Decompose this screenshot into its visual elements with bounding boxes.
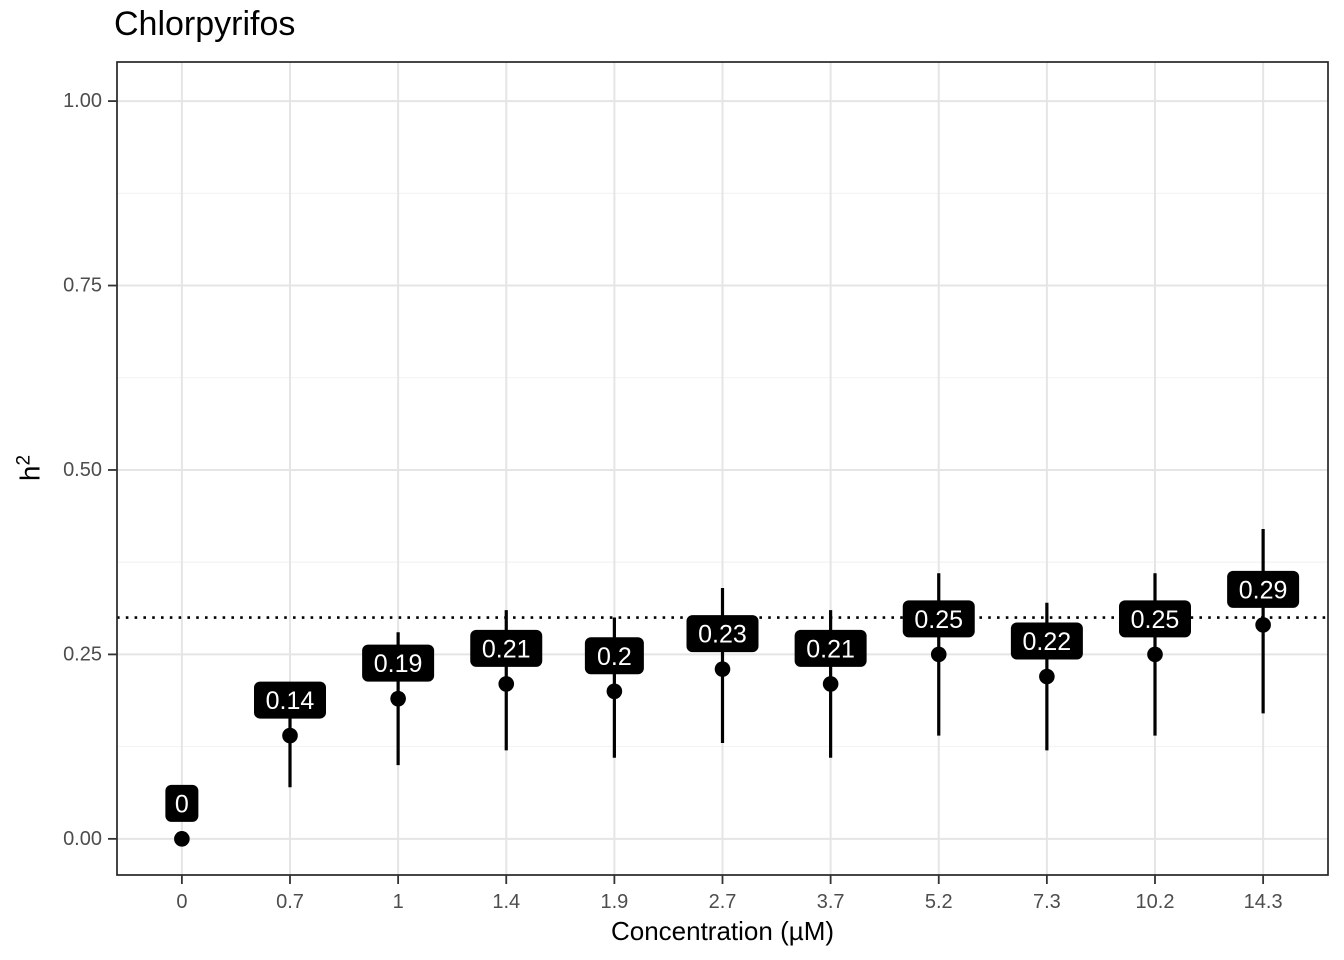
x-tick-label: 2.7	[709, 891, 737, 913]
value-label-text: 0.21	[482, 635, 531, 663]
value-label-text: 0.29	[1239, 576, 1288, 604]
y-tick-label: 0.50	[63, 459, 102, 481]
value-label-text: 0.22	[1023, 628, 1072, 656]
x-tick-label: 1.9	[600, 891, 628, 913]
point-marker	[822, 676, 839, 692]
point-marker	[606, 683, 623, 700]
value-label-text: 0	[175, 790, 189, 818]
value-label-box	[1119, 600, 1191, 638]
point-marker	[282, 727, 298, 744]
chart-title: Chlorpyrifos	[114, 5, 296, 43]
value-label-text: 0.19	[374, 650, 423, 678]
value-label-text: 0.14	[266, 687, 315, 715]
x-tick-label: 1	[393, 891, 404, 913]
point-marker	[930, 646, 947, 663]
x-tick-label: 10.2	[1136, 891, 1175, 913]
x-tick-label: 1.4	[492, 891, 520, 913]
value-label-text: 0.2	[597, 643, 632, 671]
value-label-box	[470, 629, 543, 667]
value-label-box	[362, 644, 435, 682]
point-marker	[714, 661, 731, 677]
point-marker	[1147, 646, 1163, 663]
value-label-text: 0.25	[1131, 606, 1180, 634]
point-marker	[498, 676, 515, 692]
value-label-box	[902, 600, 975, 638]
value-label-box	[1010, 622, 1083, 660]
y-tick-label: 0.25	[63, 643, 102, 665]
x-tick-label: 0	[176, 891, 187, 913]
y-tick-label: 0.75	[63, 275, 102, 297]
value-label-text: 0.25	[914, 606, 963, 634]
point-marker	[174, 831, 190, 847]
value-label-text: 0.21	[806, 635, 855, 663]
x-tick-label: 3.7	[817, 891, 845, 913]
point-marker	[390, 690, 406, 707]
x-tick-label: 7.3	[1033, 891, 1061, 913]
x-tick-label: 5.2	[925, 891, 953, 913]
y-tick-label: 1.00	[63, 90, 102, 112]
point-marker	[1039, 668, 1055, 685]
value-label-box	[686, 615, 759, 653]
point-marker	[1255, 617, 1271, 633]
value-label-text: 0.23	[698, 621, 747, 649]
value-label-box	[584, 637, 644, 675]
x-tick-label: 14.3	[1244, 891, 1283, 913]
value-label-box	[1227, 570, 1300, 608]
x-axis-title: Concentration (µM)	[610, 916, 835, 946]
value-label-box	[165, 784, 199, 822]
x-tick-label: 0.7	[276, 891, 304, 913]
y-tick-label: 0.00	[63, 828, 102, 850]
value-label-box	[794, 629, 867, 667]
value-label-box	[254, 681, 326, 719]
